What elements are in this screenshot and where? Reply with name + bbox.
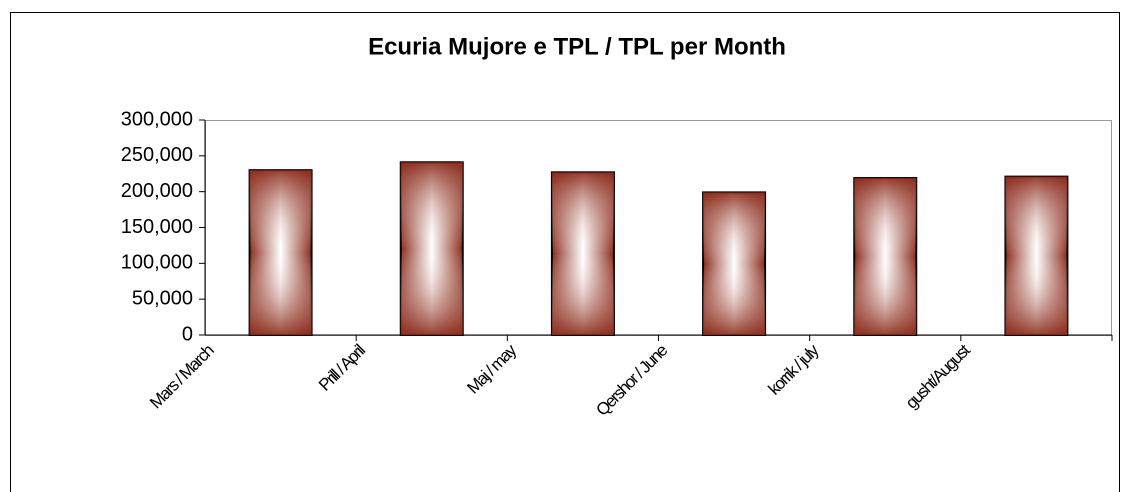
chart-frame: [10, 12, 1120, 492]
bar-shade: [551, 172, 614, 335]
y-tick-label: 100,000: [121, 252, 193, 274]
y-tick-label: 150,000: [121, 216, 193, 238]
y-tick-label: 300,000: [121, 108, 193, 130]
bar-shade: [703, 192, 766, 335]
bar-shade: [854, 178, 917, 335]
x-tick-label: Qershor / June: [592, 341, 671, 420]
bar-shade: [1005, 176, 1068, 335]
x-tick-label: Mars / March: [146, 341, 218, 413]
chart-title: Ecuria Mujore e TPL / TPL per Month: [368, 33, 786, 60]
y-tick-label: 0: [182, 323, 193, 345]
x-tick-label: gusht/August: [902, 340, 974, 412]
y-tick-label: 50,000: [132, 287, 193, 309]
bar-shade: [249, 170, 312, 335]
x-tick-label: Prill / April: [315, 341, 369, 395]
y-tick-label: 250,000: [121, 144, 193, 166]
x-tick-label: Maj / may: [463, 340, 520, 397]
y-tick-label: 200,000: [121, 180, 193, 202]
bar-shade: [400, 162, 463, 335]
x-tick-label: korrik / july: [765, 340, 823, 398]
plot-area: [205, 120, 1112, 336]
